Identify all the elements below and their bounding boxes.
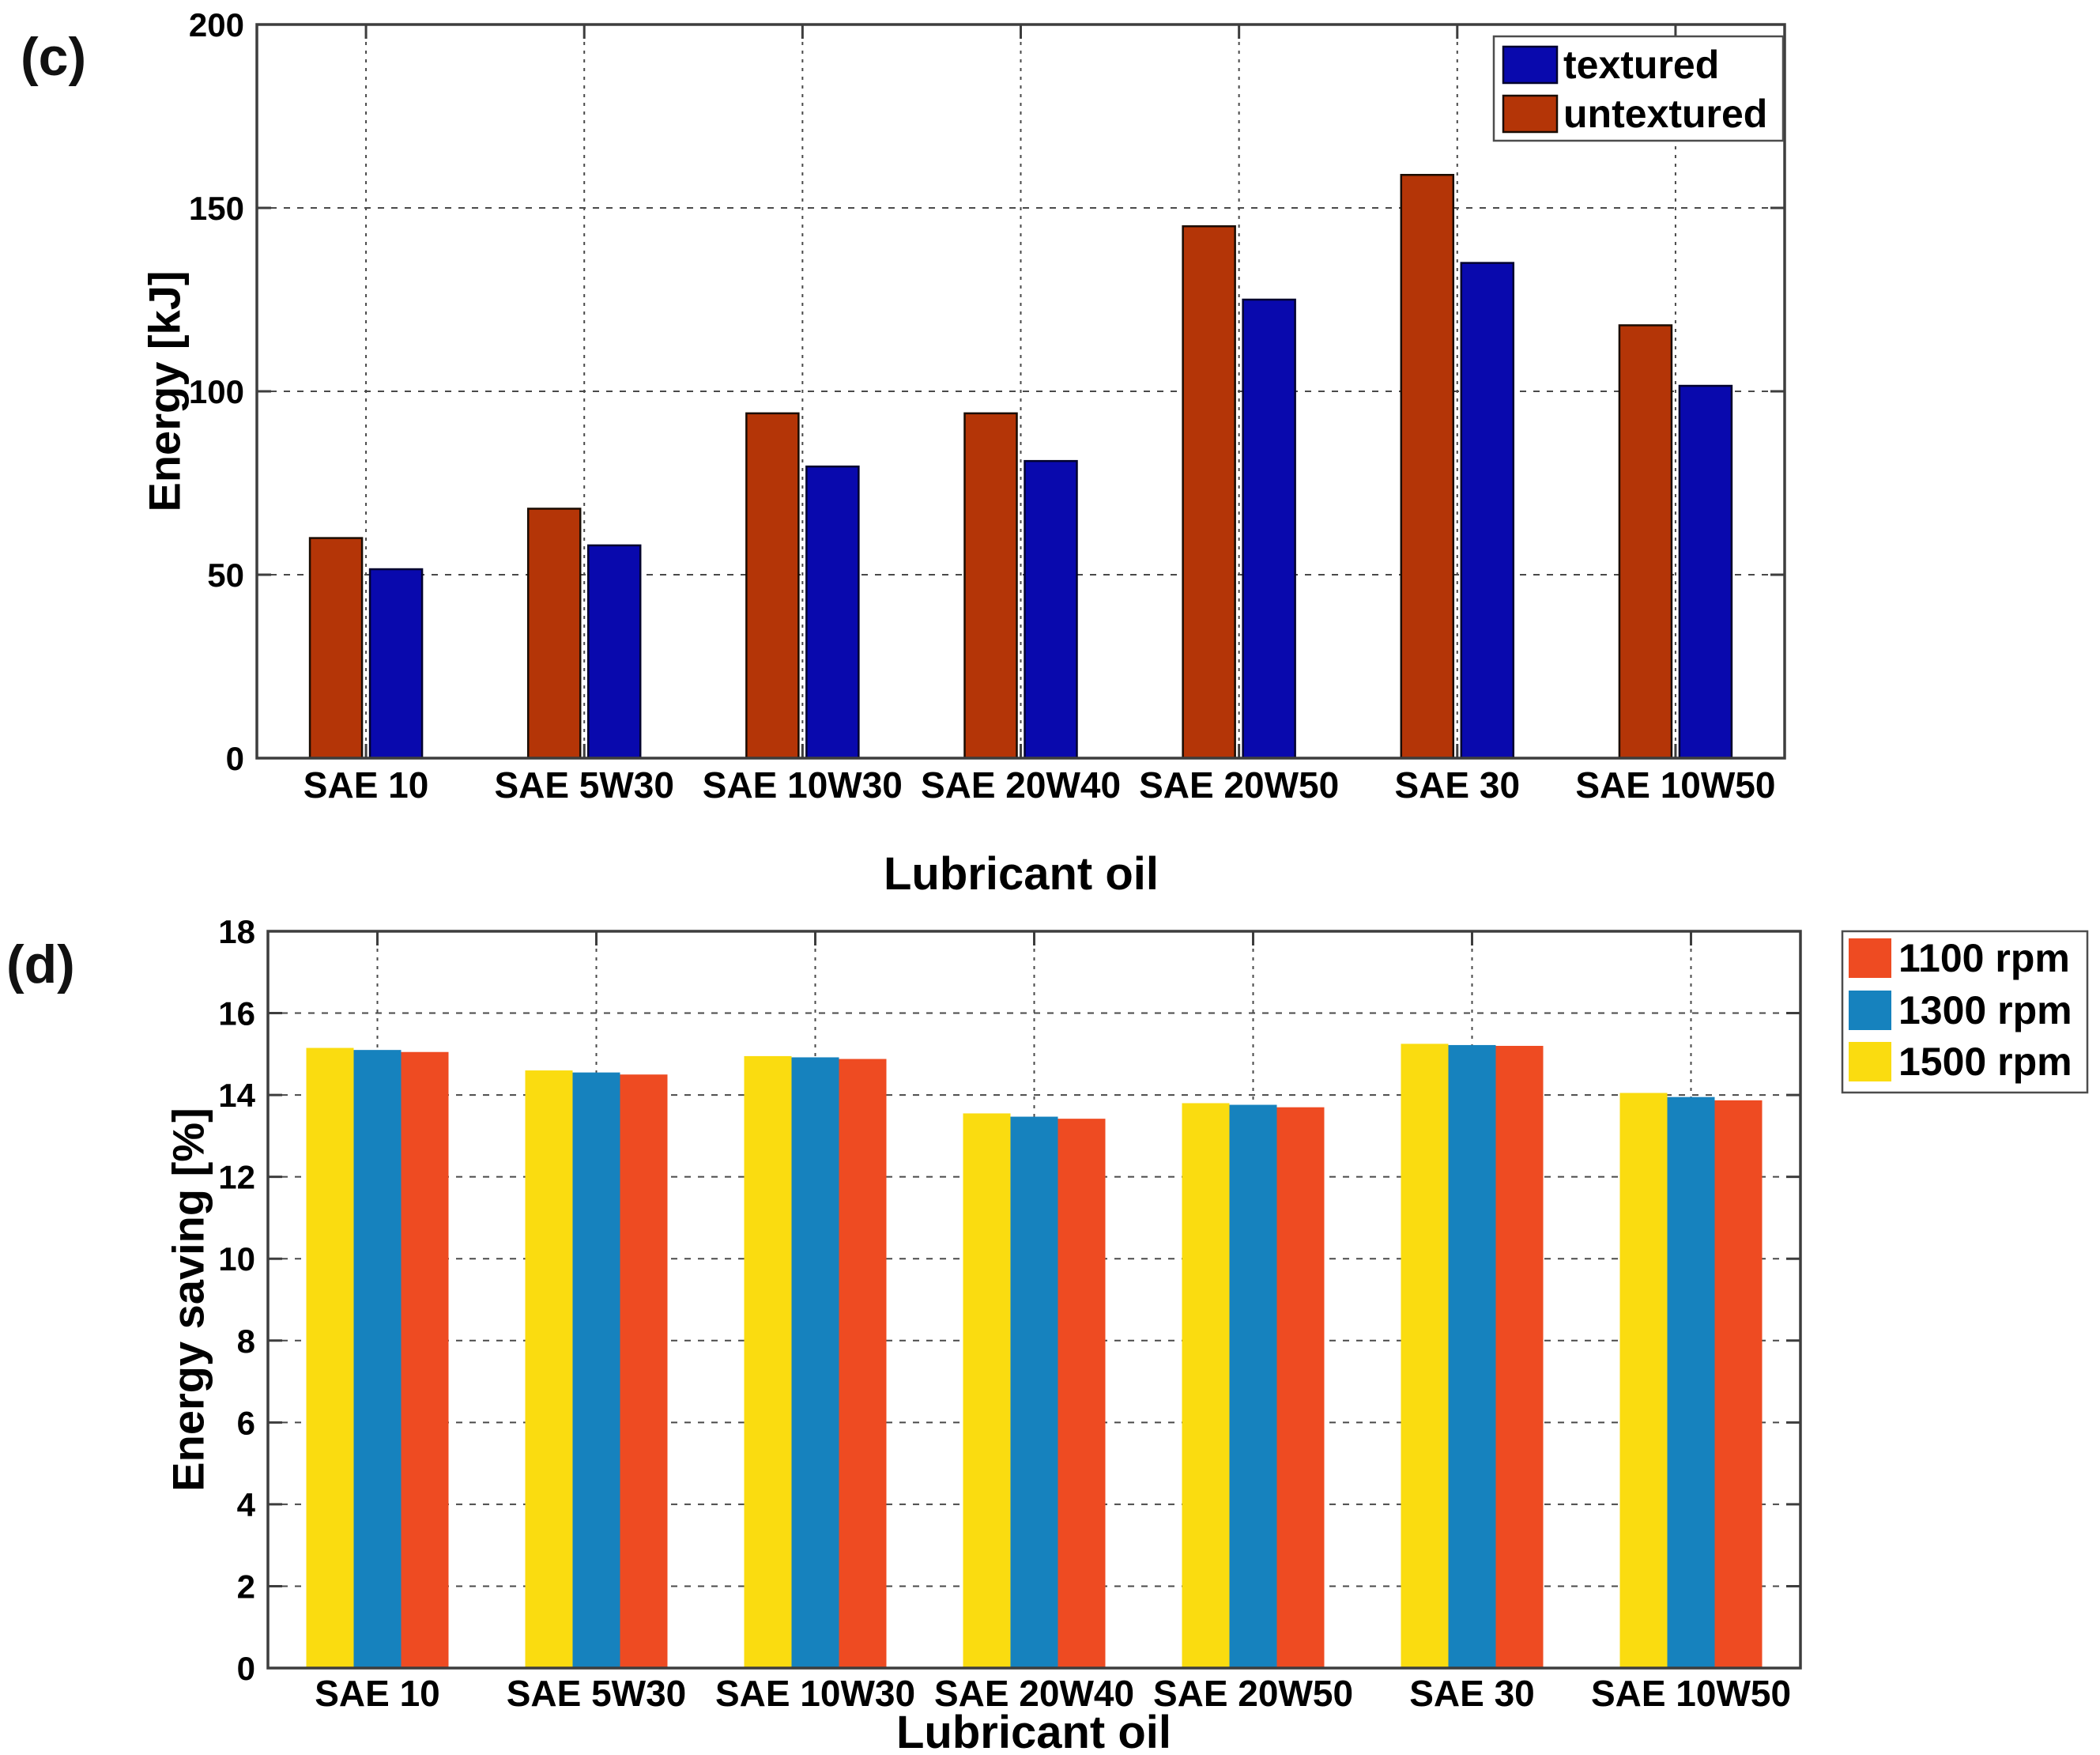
bar-sae-20w50-1100-rpm — [1276, 1107, 1325, 1668]
y-tick-label-2: 2 — [237, 1568, 255, 1605]
y-tick-label-10: 10 — [218, 1240, 255, 1278]
x-category-label-sae-10w30: SAE 10W30 — [715, 1673, 915, 1714]
x-category-label-sae-20w50: SAE 20W50 — [1153, 1673, 1353, 1714]
x-category-label-sae-20w40: SAE 20W40 — [921, 764, 1121, 806]
bar-sae-10-untextured — [308, 537, 364, 760]
x-category-label-sae-10w50: SAE 10W50 — [1591, 1673, 1791, 1714]
y-tick-label-200: 200 — [189, 6, 244, 43]
legend-swatch-1300-rpm — [1849, 991, 1891, 1030]
plot-frame-c — [255, 23, 1786, 760]
y-tick-label-4: 4 — [237, 1486, 256, 1523]
x-category-label-sae-10: SAE 10 — [315, 1673, 440, 1714]
x-category-label-sae-5w30: SAE 5W30 — [494, 764, 674, 806]
bar-sae-10w50-textured — [1678, 384, 1733, 760]
panel-c-label: (c) — [21, 27, 87, 87]
bar-sae-20w50-1300-rpm — [1229, 1104, 1277, 1668]
legend-label-textured: textured — [1563, 43, 1719, 87]
bar-sae-10w50-1300-rpm — [1667, 1096, 1715, 1668]
panel-d: 0 2 4 6 8 10 12 14 16 18 SAE 10 SAE 5W30 SAE 10W30 SA… — [218, 913, 2089, 1714]
panel-c: 0 50 100 150 200 SAE 10 SAE 5W30 SAE 10W30 SAE 2… — [189, 6, 1786, 806]
bar-sae-20w40-untextured — [963, 412, 1018, 760]
y-tick-label-16: 16 — [218, 995, 255, 1032]
bar-sae-30-textured — [1460, 262, 1515, 760]
x-category-label-sae-30: SAE 30 — [1395, 764, 1521, 806]
c-x-axis-title: Lubricant oil — [884, 848, 1159, 900]
bar-sae-20w50-1500-rpm — [1182, 1103, 1230, 1668]
x-category-label-sae-20w50: SAE 20W50 — [1139, 764, 1339, 806]
bar-sae-10w30-1500-rpm — [744, 1055, 792, 1668]
y-tick-label-0: 0 — [226, 740, 244, 777]
y-tick-label-100: 100 — [189, 373, 244, 410]
legend-swatch-untextured — [1502, 94, 1559, 134]
legend-label-1500-rpm: 1500 rpm — [1898, 1040, 2072, 1084]
bar-sae-10w50-1500-rpm — [1619, 1093, 1668, 1668]
c-y-axis-title: Energy [kJ] — [139, 270, 190, 512]
bar-sae-10w30-1100-rpm — [839, 1059, 887, 1668]
bar-sae-30-untextured — [1400, 173, 1455, 760]
plot-frame-d — [266, 930, 1802, 1670]
legend-swatch-1100-rpm — [1849, 938, 1891, 978]
bar-sae-10-1500-rpm — [306, 1047, 354, 1668]
legend-label-untextured: untextured — [1563, 92, 1767, 136]
y-tick-label-18: 18 — [218, 913, 255, 950]
legend-swatch-textured — [1502, 45, 1559, 85]
bar-sae-5w30-1100-rpm — [620, 1074, 668, 1668]
bar-sae-10w30-textured — [805, 465, 860, 760]
bar-sae-5w30-untextured — [526, 508, 582, 760]
y-tick-label-0: 0 — [237, 1650, 255, 1687]
y-tick-label-14: 14 — [218, 1077, 255, 1114]
bar-sae-30-1500-rpm — [1401, 1044, 1449, 1668]
x-category-label-sae-10: SAE 10 — [304, 764, 429, 806]
bar-sae-5w30-textured — [586, 544, 642, 760]
legend-label-1300-rpm: 1300 rpm — [1898, 988, 2072, 1032]
bar-sae-20w50-textured — [1242, 298, 1296, 760]
bar-sae-10w50-1100-rpm — [1714, 1100, 1763, 1668]
legend-label-1100-rpm: 1100 rpm — [1898, 936, 2070, 980]
legend-c: textured untextured — [1492, 35, 1785, 142]
d-x-axis-title: Lubricant oil — [896, 1707, 1171, 1755]
y-tick-label-50: 50 — [207, 557, 244, 594]
x-category-label-sae-30: SAE 30 — [1409, 1673, 1535, 1714]
bar-sae-20w50-untextured — [1182, 225, 1236, 760]
y-tick-label-8: 8 — [237, 1323, 255, 1360]
x-category-label-sae-10w50: SAE 10W50 — [1575, 764, 1775, 806]
bar-sae-10-1300-rpm — [353, 1050, 402, 1668]
legend-swatch-1500-rpm — [1849, 1042, 1891, 1081]
bar-sae-5w30-1500-rpm — [525, 1070, 573, 1668]
bar-sae-10w30-untextured — [745, 412, 800, 760]
bar-sae-20w40-textured — [1024, 459, 1078, 760]
bar-sae-10w50-untextured — [1618, 324, 1673, 760]
bar-sae-10w30-1300-rpm — [791, 1057, 839, 1668]
bar-sae-20w40-1500-rpm — [963, 1113, 1011, 1668]
legend-d: 1100 rpm 1300 rpm 1500 rpm — [1841, 930, 2089, 1094]
x-category-label-sae-10w30: SAE 10W30 — [703, 764, 903, 806]
y-tick-label-12: 12 — [218, 1159, 255, 1196]
d-y-axis-title: Energy saving [%] — [163, 1108, 213, 1492]
panel-d-label: (d) — [6, 934, 75, 994]
bar-sae-10-1100-rpm — [401, 1051, 449, 1668]
bar-sae-30-1300-rpm — [1448, 1044, 1496, 1668]
y-tick-label-150: 150 — [189, 190, 244, 227]
bar-sae-10-textured — [368, 568, 424, 760]
bar-sae-20w40-1100-rpm — [1058, 1119, 1106, 1668]
bar-sae-5w30-1300-rpm — [572, 1072, 620, 1668]
x-category-label-sae-20w40: SAE 20W40 — [934, 1673, 1134, 1714]
y-tick-label-6: 6 — [237, 1404, 255, 1441]
x-category-label-sae-5w30: SAE 5W30 — [507, 1673, 687, 1714]
bar-sae-30-1100-rpm — [1495, 1045, 1544, 1668]
bar-sae-20w40-1300-rpm — [1010, 1116, 1058, 1668]
